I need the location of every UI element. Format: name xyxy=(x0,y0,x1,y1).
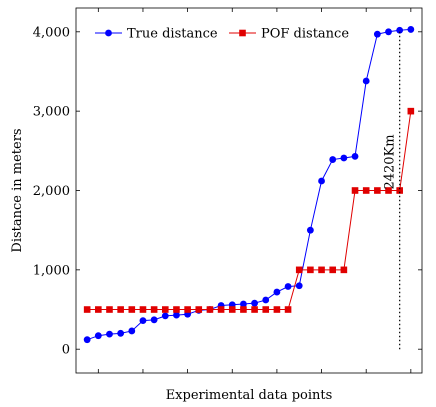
data-point xyxy=(139,306,147,313)
series-2 xyxy=(83,107,415,313)
data-point xyxy=(173,311,180,319)
data-point xyxy=(385,187,392,194)
data-point xyxy=(161,306,169,313)
legend-label: True distance xyxy=(127,27,218,42)
data-point xyxy=(351,152,359,160)
data-point xyxy=(251,299,258,307)
y-tick-label: 2,000 xyxy=(33,184,70,199)
data-point xyxy=(150,306,158,313)
legend: True distance POF distance xyxy=(89,21,365,46)
series-layer xyxy=(83,26,415,344)
data-point xyxy=(307,266,314,274)
data-point xyxy=(117,329,125,337)
series-line xyxy=(86,28,411,341)
data-point xyxy=(284,283,292,290)
data-point xyxy=(362,187,370,194)
y-tick-label: 0 xyxy=(62,343,70,358)
data-point xyxy=(329,156,337,163)
data-point xyxy=(150,316,158,324)
data-point xyxy=(251,306,258,313)
data-point xyxy=(262,306,270,313)
axes: 0 1,000 2,000 3,000 4,000 xyxy=(33,7,423,374)
data-point xyxy=(184,306,191,313)
y-tick-label: 4,000 xyxy=(33,25,70,40)
data-point xyxy=(351,187,359,194)
data-point xyxy=(407,107,415,115)
data-point xyxy=(83,336,91,344)
data-point xyxy=(318,266,325,274)
data-point xyxy=(206,306,214,313)
data-point xyxy=(318,177,325,185)
data-point xyxy=(173,306,180,313)
data-point xyxy=(139,317,147,325)
data-point xyxy=(295,282,303,290)
data-point xyxy=(273,306,281,313)
data-point xyxy=(106,306,113,313)
data-point xyxy=(128,306,136,313)
legend-marker xyxy=(239,29,246,37)
data-point xyxy=(306,226,314,234)
y-tick-label: 3,000 xyxy=(33,105,70,120)
data-point xyxy=(407,26,415,33)
data-point xyxy=(128,327,136,335)
data-point xyxy=(94,332,102,340)
data-point xyxy=(340,266,348,274)
data-point xyxy=(195,306,203,313)
annotation-layer: 2420Km xyxy=(383,31,401,350)
data-point xyxy=(161,312,169,320)
data-point xyxy=(373,30,381,38)
x-axis-label: Experimental data points xyxy=(166,388,333,403)
data-point xyxy=(284,306,292,313)
data-point xyxy=(117,306,124,313)
data-point xyxy=(95,306,102,313)
data-point xyxy=(295,266,303,274)
series-1 xyxy=(83,26,415,344)
data-point xyxy=(106,330,113,338)
legend-item: True distance xyxy=(95,27,218,42)
data-point xyxy=(273,288,281,296)
data-point xyxy=(240,300,247,308)
legend-item: POF distance xyxy=(229,27,349,42)
legend-box xyxy=(89,21,365,46)
y-axis-label: Distance in meters xyxy=(10,128,25,252)
data-point xyxy=(240,306,247,313)
annotation-label: 2420Km xyxy=(383,134,398,189)
data-point xyxy=(396,26,404,34)
data-point xyxy=(374,187,381,194)
data-point xyxy=(385,28,392,36)
data-point xyxy=(340,154,348,162)
legend-label: POF distance xyxy=(261,27,349,42)
data-point xyxy=(329,266,337,274)
data-point xyxy=(83,306,91,313)
data-point xyxy=(228,306,236,313)
series-line xyxy=(87,111,412,311)
data-point xyxy=(217,306,225,313)
data-point xyxy=(396,187,403,194)
legend-marker xyxy=(105,29,112,37)
data-point xyxy=(262,296,270,304)
data-point xyxy=(362,77,370,85)
y-tick-label: 1,000 xyxy=(33,263,70,278)
